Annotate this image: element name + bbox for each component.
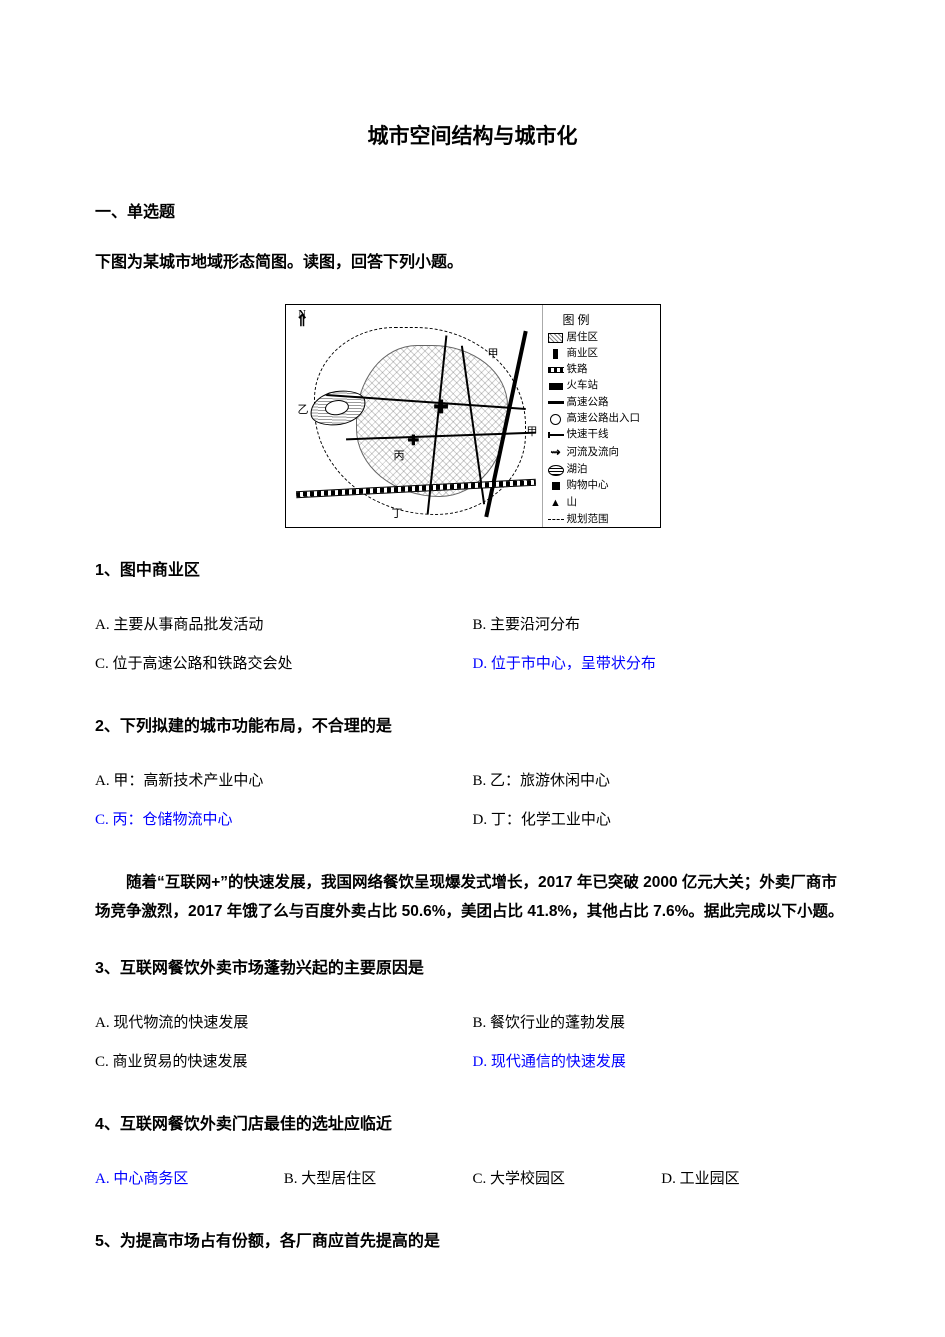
- compass-icon: ⇑N: [296, 311, 309, 331]
- legend-label: 高速公路: [567, 395, 609, 411]
- map-figure: ⇑N ✚ ✚ 甲 乙 丙 丁 甲 图 例: [285, 304, 661, 528]
- point-label-jia: 甲: [488, 345, 499, 361]
- point-label-ding: 丁: [392, 505, 403, 521]
- q1-stem: 1、图中商业区: [95, 556, 850, 580]
- q3-opt-b[interactable]: B. 餐饮行业的蓬勃发展: [473, 1004, 851, 1043]
- q1-opt-c[interactable]: C. 位于高速公路和铁路交会处: [95, 645, 473, 684]
- page: 城市空间结构与城市化 一、单选题 下图为某城市地域形态简图。读图，回答下列小题。…: [0, 0, 945, 1317]
- q4-stem: 4、互联网餐饮外卖门店最佳的选址应临近: [95, 1110, 850, 1134]
- legend-label: 火车站: [567, 378, 599, 394]
- q1-options: A. 主要从事商品批发活动 B. 主要沿河分布 C. 位于高速公路和铁路交会处 …: [95, 606, 850, 684]
- plan-boundary-icon: [548, 519, 564, 520]
- legend-row: 火车站: [547, 378, 656, 394]
- legend-row: ▲山: [547, 495, 656, 512]
- lake-inner: [324, 398, 350, 416]
- q5-stem: 5、为提高市场占有份额，各厂商应首先提高的是: [95, 1227, 850, 1251]
- q4-opt-d[interactable]: D. 工业园区: [661, 1160, 850, 1199]
- q1-opt-a[interactable]: A. 主要从事商品批发活动: [95, 606, 473, 645]
- point-label-bing: 丙: [394, 447, 405, 463]
- map-area: ⇑N ✚ ✚ 甲 乙 丙 丁 甲: [286, 305, 543, 527]
- legend-row: 铁路: [547, 362, 656, 378]
- legend-row: 湖泊: [547, 462, 656, 478]
- q2-options: A. 甲：高新技术产业中心 B. 乙：旅游休闲中心 C. 丙：仓储物流中心 D.…: [95, 762, 850, 840]
- q4-opt-c[interactable]: C. 大学校园区: [473, 1160, 662, 1199]
- compass-n-label: N: [299, 309, 306, 320]
- commercial-marker: ✚: [434, 397, 448, 418]
- passage1-intro: 下图为某城市地域形态简图。读图，回答下列小题。: [95, 250, 850, 276]
- legend-label: 湖泊: [567, 462, 588, 478]
- commercial-marker: ✚: [408, 433, 422, 450]
- q4-opt-a[interactable]: A. 中心商务区: [95, 1160, 284, 1199]
- highway-exit-icon: [550, 414, 561, 425]
- legend-row: 商业区: [547, 346, 656, 362]
- legend-row: 规划范围: [547, 512, 656, 528]
- legend-row: 高速公路: [547, 395, 656, 411]
- legend: 图 例 居住区 商业区 铁路 火车站 高速公路 高速公路出入口 快速干线 ⇝ 河流…: [543, 305, 660, 527]
- section-heading: 一、单选题: [95, 198, 850, 222]
- legend-label: 铁路: [567, 362, 588, 378]
- legend-label: 商业区: [567, 346, 599, 362]
- river-icon: ⇝: [550, 443, 560, 462]
- q2-opt-b[interactable]: B. 乙：旅游休闲中心: [473, 762, 851, 801]
- legend-label: 河流及流向: [567, 445, 620, 461]
- legend-label: 快速干线: [567, 427, 609, 443]
- passage2-intro: 随着“互联网+”的快速发展，我国网络餐饮呈现爆发式增长，2017 年已突破 20…: [95, 868, 850, 927]
- commercial-icon: [553, 349, 558, 359]
- legend-label: 购物中心: [567, 478, 609, 494]
- legend-row: ⇝ 河流及流向: [547, 443, 656, 462]
- q4-options: A. 中心商务区 B. 大型居住区 C. 大学校园区 D. 工业园区: [95, 1160, 850, 1199]
- q2-opt-a[interactable]: A. 甲：高新技术产业中心: [95, 762, 473, 801]
- q3-stem: 3、互联网餐饮外卖市场蓬勃兴起的主要原因是: [95, 954, 850, 978]
- legend-label: 规划范围: [567, 512, 609, 528]
- q3-options: A. 现代物流的快速发展 B. 餐饮行业的蓬勃发展 C. 商业贸易的快速发展 D…: [95, 1004, 850, 1082]
- legend-row: 高速公路出入口: [547, 411, 656, 427]
- q1-opt-b[interactable]: B. 主要沿河分布: [473, 606, 851, 645]
- lake-icon: [548, 465, 564, 476]
- q3-opt-a[interactable]: A. 现代物流的快速发展: [95, 1004, 473, 1043]
- point-label-jia2: 甲: [527, 423, 538, 439]
- q3-opt-c[interactable]: C. 商业贸易的快速发展: [95, 1043, 473, 1082]
- q3-opt-d[interactable]: D. 现代通信的快速发展: [473, 1043, 851, 1082]
- q2-stem: 2、下列拟建的城市功能布局，不合理的是: [95, 712, 850, 736]
- page-title: 城市空间结构与城市化: [95, 120, 850, 150]
- q4-opt-b[interactable]: B. 大型居住区: [284, 1160, 473, 1199]
- legend-row: 购物中心: [547, 478, 656, 494]
- highway-icon: [548, 401, 564, 404]
- q2-opt-d[interactable]: D. 丁：化学工业中心: [473, 801, 851, 840]
- legend-row: 快速干线: [547, 427, 656, 443]
- point-label-yi: 乙: [298, 401, 309, 417]
- legend-label: 高速公路出入口: [567, 411, 641, 427]
- mountain-icon: ▲: [550, 495, 561, 512]
- legend-label: 山: [567, 495, 578, 511]
- legend-label: 居住区: [567, 330, 599, 346]
- residential-icon: [548, 333, 563, 343]
- q2-opt-c[interactable]: C. 丙：仓储物流中心: [95, 801, 473, 840]
- legend-title: 图 例: [563, 311, 656, 328]
- railway-icon: [548, 367, 564, 373]
- figure-wrap: ⇑N ✚ ✚ 甲 乙 丙 丁 甲 图 例: [95, 304, 850, 528]
- legend-row: 居住区: [547, 330, 656, 346]
- q1-opt-d[interactable]: D. 位于市中心，呈带状分布: [473, 645, 851, 684]
- train-station-icon: [549, 383, 563, 390]
- mall-icon: [552, 482, 560, 490]
- express-road-icon: [548, 434, 564, 436]
